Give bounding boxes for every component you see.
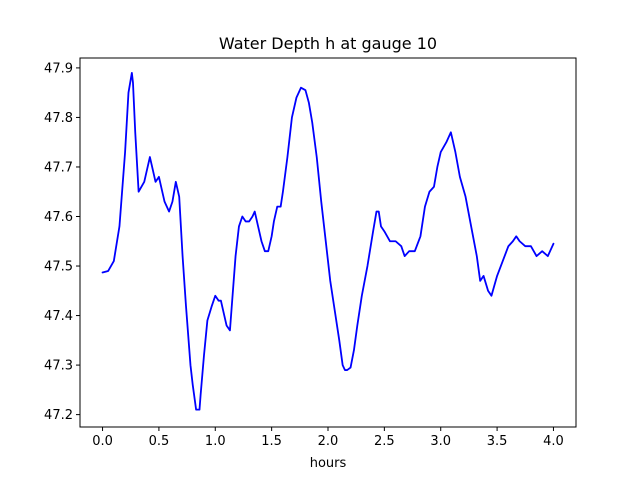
x-tick-label: 3.5 (487, 434, 508, 449)
x-axis-label: hours (310, 456, 347, 471)
y-axis-ticks: 47.2 47.3 47.4 47.5 47.6 47.7 47.8 47.9 (44, 61, 80, 423)
x-tick-label: 0.5 (149, 434, 170, 449)
y-tick-label: 47.7 (44, 160, 73, 175)
x-tick-label: 1.0 (205, 434, 226, 449)
series-line (101, 71, 555, 411)
y-tick-label: 47.3 (44, 359, 73, 374)
x-tick-label: 0.0 (92, 434, 113, 449)
chart-title: Water Depth h at gauge 10 (219, 34, 437, 53)
x-tick-label: 4.0 (543, 434, 564, 449)
y-tick-label: 47.8 (44, 111, 73, 126)
y-tick-label: 47.2 (44, 408, 73, 423)
x-tick-label: 2.0 (318, 434, 339, 449)
x-axis-ticks: 0.0 0.5 1.0 1.5 2.0 2.5 3.0 3.5 4.0 (92, 427, 564, 449)
plot-area (80, 58, 576, 427)
y-tick-label: 47.4 (44, 309, 73, 324)
plot-frame (79, 57, 577, 428)
series-layer (101, 71, 555, 411)
y-tick-label: 47.5 (44, 260, 73, 275)
x-tick-label: 1.5 (261, 434, 282, 449)
y-tick-label: 47.9 (44, 61, 73, 76)
x-tick-label: 2.5 (374, 434, 395, 449)
y-tick-label: 47.6 (44, 210, 73, 225)
x-tick-label: 3.0 (430, 434, 451, 449)
